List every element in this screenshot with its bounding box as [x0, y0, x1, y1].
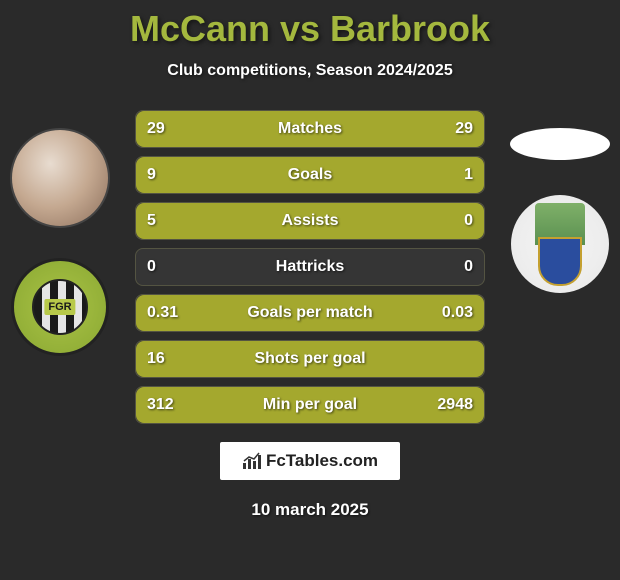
- stat-value-left: 9: [147, 166, 156, 184]
- stat-value-left: 312: [147, 396, 174, 414]
- stat-value-left: 5: [147, 212, 156, 230]
- stat-label: Shots per goal: [254, 350, 365, 368]
- stat-label: Assists: [282, 212, 339, 230]
- stat-value-right: 0.03: [442, 304, 473, 322]
- player2-photo-placeholder: [510, 128, 610, 160]
- right-column: [510, 128, 610, 293]
- stat-value-left: 0: [147, 258, 156, 276]
- stat-label: Hattricks: [276, 258, 344, 276]
- stats-list: 29 Matches 29 9 Goals 1 5 Assists 0 0 Hattricks 0 0.…: [135, 110, 485, 424]
- brand-text: FcTables.com: [266, 451, 378, 471]
- stat-row: 9 Goals 1: [135, 156, 485, 194]
- stat-label: Goals per match: [247, 304, 372, 322]
- chart-icon: [242, 452, 262, 470]
- stat-label: Goals: [288, 166, 332, 184]
- stat-value-right: 2948: [437, 396, 473, 414]
- stat-row: 29 Matches 29: [135, 110, 485, 148]
- player2-club-badge: [511, 195, 609, 293]
- page-title: McCann vs Barbrook: [0, 8, 620, 50]
- stat-value-left: 29: [147, 120, 165, 138]
- stat-row: 16 Shots per goal: [135, 340, 485, 378]
- page-subtitle: Club competitions, Season 2024/2025: [0, 62, 620, 80]
- player1-club-badge: [11, 258, 109, 356]
- stat-value-right: 1: [464, 166, 473, 184]
- stat-row: 5 Assists 0: [135, 202, 485, 240]
- stat-row: 312 Min per goal 2948: [135, 386, 485, 424]
- stat-row: 0.31 Goals per match 0.03: [135, 294, 485, 332]
- stat-value-right: 29: [455, 120, 473, 138]
- stat-label: Matches: [278, 120, 342, 138]
- stat-row: 0 Hattricks 0: [135, 248, 485, 286]
- player1-photo: [10, 128, 110, 228]
- stat-label: Min per goal: [263, 396, 357, 414]
- stat-value-left: 0.31: [147, 304, 178, 322]
- left-column: [10, 128, 110, 356]
- stat-value-left: 16: [147, 350, 165, 368]
- brand-logo: FcTables.com: [220, 442, 400, 480]
- comparison-date: 10 march 2025: [0, 500, 620, 520]
- stat-value-right: 0: [464, 258, 473, 276]
- stat-value-right: 0: [464, 212, 473, 230]
